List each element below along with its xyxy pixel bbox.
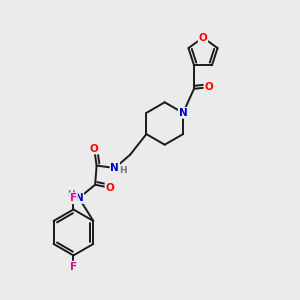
Text: H: H [119,167,127,176]
Text: F: F [70,193,77,203]
Text: F: F [70,262,77,272]
Text: N: N [179,108,188,118]
Text: O: O [90,143,99,154]
Text: O: O [204,82,213,92]
Text: N: N [75,193,83,203]
Text: H: H [67,190,74,199]
Text: N: N [110,163,119,173]
Text: O: O [106,183,114,193]
Text: O: O [199,32,207,43]
